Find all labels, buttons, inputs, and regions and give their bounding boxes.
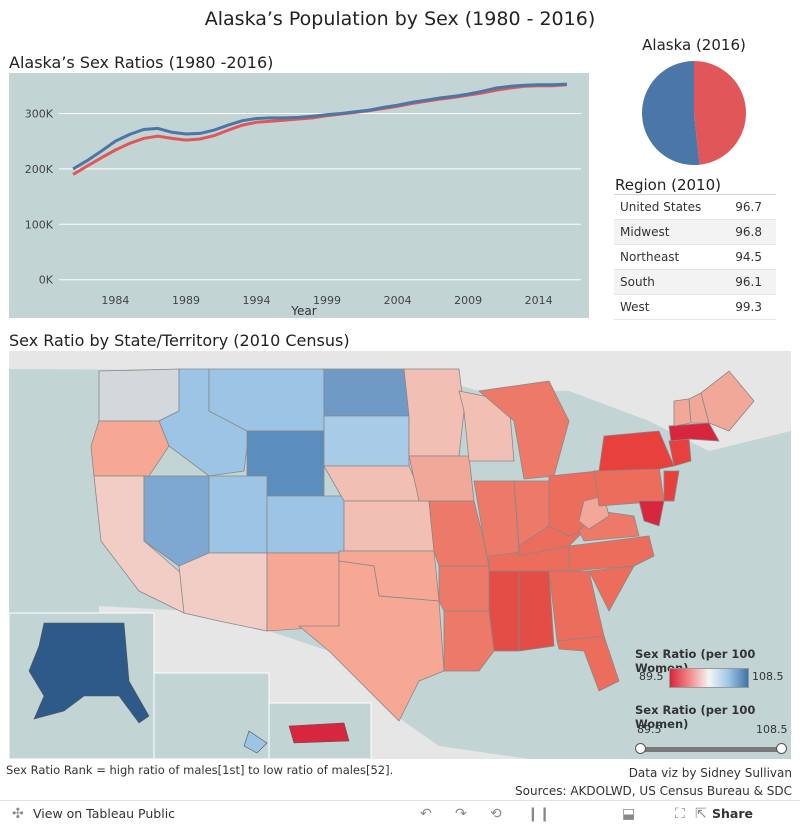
line-chart-x-label: Year — [290, 304, 316, 318]
map-state-vermont[interactable] — [673, 398, 692, 427]
download-icon[interactable]: ⬓ — [622, 806, 636, 822]
pie-slice-female[interactable] — [694, 61, 746, 165]
map-state-mississippi[interactable] — [488, 570, 520, 652]
map-state-pennsylvania[interactable] — [593, 465, 665, 507]
toolbar — [0, 800, 800, 828]
region-name: South — [614, 269, 722, 295]
map-state-north-dakota[interactable] — [323, 368, 410, 417]
pause-icon[interactable]: ❙❙ — [527, 806, 551, 822]
map-state-arkansas[interactable] — [438, 565, 490, 612]
map-canada — [9, 351, 791, 451]
x-tick-label: 2014 — [525, 294, 553, 307]
map-state-washington[interactable] — [98, 368, 180, 422]
region-value: 99.3 — [721, 294, 776, 320]
map-state-south-carolina[interactable] — [588, 565, 635, 612]
x-tick-label: 1994 — [243, 294, 271, 307]
map-title: Sex Ratio by State/Territory (2010 Censu… — [9, 331, 350, 350]
x-tick-label: 1984 — [101, 294, 129, 307]
region-name: West — [614, 294, 722, 320]
map-state-iowa[interactable] — [408, 455, 475, 502]
map-state-colorado[interactable] — [266, 495, 345, 554]
dashboard-title: Alaska’s Population by Sex (1980 - 2016) — [204, 8, 596, 30]
region-table: United States 96.7 Midwest 96.8 Northeast 9… — [614, 194, 776, 320]
map-state-new-mexico[interactable] — [266, 552, 340, 632]
view-on-tableau-link[interactable]: View on Tableau Public — [33, 806, 176, 821]
revert-icon[interactable]: ⟲ — [490, 806, 502, 822]
map-state-kansas[interactable] — [343, 500, 435, 552]
credit: Data viz by Sidney Sullivan — [628, 766, 792, 780]
line-chart-plot-area — [9, 73, 589, 318]
map-state-maryland[interactable] — [638, 500, 665, 527]
fullscreen-icon[interactable]: ⛶ — [675, 806, 685, 822]
x-tick-label: 2009 — [454, 294, 482, 307]
map-state-minnesota[interactable] — [403, 368, 465, 457]
footnote: Sex Ratio Rank = high ratio of males[1st… — [6, 763, 394, 777]
map-state-south-dakota[interactable] — [323, 415, 410, 467]
map-state-puerto-rico[interactable] — [288, 722, 350, 744]
map-state-massachusetts[interactable] — [668, 422, 720, 442]
sources: Sources: AKDOLWD, US Census Bureau & SDC — [515, 784, 792, 798]
y-tick-label: 0K — [39, 274, 54, 287]
redo-icon[interactable]: ↷ — [455, 806, 467, 822]
y-tick-label: 300K — [25, 107, 54, 120]
share-button[interactable]: Share — [712, 806, 753, 821]
map-state-louisiana[interactable] — [443, 610, 495, 672]
filter-max-label: 108.5 — [756, 723, 788, 736]
map-state-maine[interactable] — [700, 370, 755, 432]
map-state-new-jersey[interactable] — [663, 470, 680, 502]
map-state-alaska[interactable] — [28, 622, 150, 724]
line-chart-grid — [59, 112, 581, 281]
range-slider-min-handle[interactable] — [635, 743, 646, 754]
region-name: Northeast — [614, 244, 722, 270]
range-slider-max-handle[interactable] — [776, 743, 787, 754]
region-table-title: Region (2010) — [615, 176, 721, 194]
line-chart[interactable]: 0K 100K 200K 300K 1984 1989 1994 1999 2004 2009 2… — [9, 73, 589, 318]
table-row[interactable]: Midwest 96.8 — [614, 219, 776, 245]
region-name: Midwest — [614, 219, 722, 245]
color-legend-max: 108.5 — [752, 670, 784, 683]
pie-chart[interactable] — [639, 58, 749, 168]
filter-title: Sex Ratio (per 100 Women) — [635, 703, 756, 731]
x-tick-label: 2004 — [384, 294, 412, 307]
line-chart-x-axis: 1984 1989 1994 1999 2004 2009 2014 — [101, 294, 552, 307]
table-row[interactable]: West 99.3 — [614, 294, 776, 320]
map-state-alabama[interactable] — [518, 570, 555, 652]
map-state-new-york[interactable] — [598, 430, 675, 472]
line-chart-y-axis: 0K 100K 200K 300K — [25, 107, 54, 286]
tableau-icon: ✣ — [12, 806, 24, 822]
map-state-florida[interactable] — [556, 635, 620, 692]
region-value: 94.5 — [721, 244, 776, 270]
region-value: 96.1 — [721, 269, 776, 295]
male-series-line[interactable] — [72, 82, 567, 171]
table-row[interactable]: Northeast 94.5 — [614, 244, 776, 270]
pie-slice-male[interactable] — [642, 61, 700, 165]
table-row[interactable]: South 96.1 — [614, 269, 776, 295]
map-state-hawaii[interactable] — [243, 730, 268, 754]
y-tick-label: 200K — [25, 163, 54, 176]
line-chart-series — [72, 82, 568, 176]
region-name: United States — [614, 194, 722, 220]
color-legend-min: 89.5 — [639, 670, 664, 683]
table-row[interactable]: United States 96.7 — [614, 194, 776, 220]
map-state-texas[interactable] — [297, 560, 445, 722]
line-chart-title: Alaska’s Sex Ratios (1980 -2016) — [9, 53, 274, 72]
filter-min-label: 89.5 — [637, 723, 662, 736]
choropleth-map[interactable] — [9, 351, 791, 759]
map-state-utah[interactable] — [208, 475, 268, 554]
share-icon[interactable]: ⇱ — [695, 806, 707, 822]
x-tick-label: 1999 — [313, 294, 341, 307]
range-slider-track[interactable] — [641, 747, 782, 752]
color-legend-gradient — [669, 668, 749, 688]
x-tick-label: 1989 — [172, 294, 200, 307]
region-value: 96.7 — [721, 194, 776, 220]
y-tick-label: 100K — [25, 218, 54, 231]
region-value: 96.8 — [721, 219, 776, 245]
undo-icon[interactable]: ↶ — [420, 806, 432, 822]
pie-chart-title: Alaska (2016) — [642, 36, 746, 54]
